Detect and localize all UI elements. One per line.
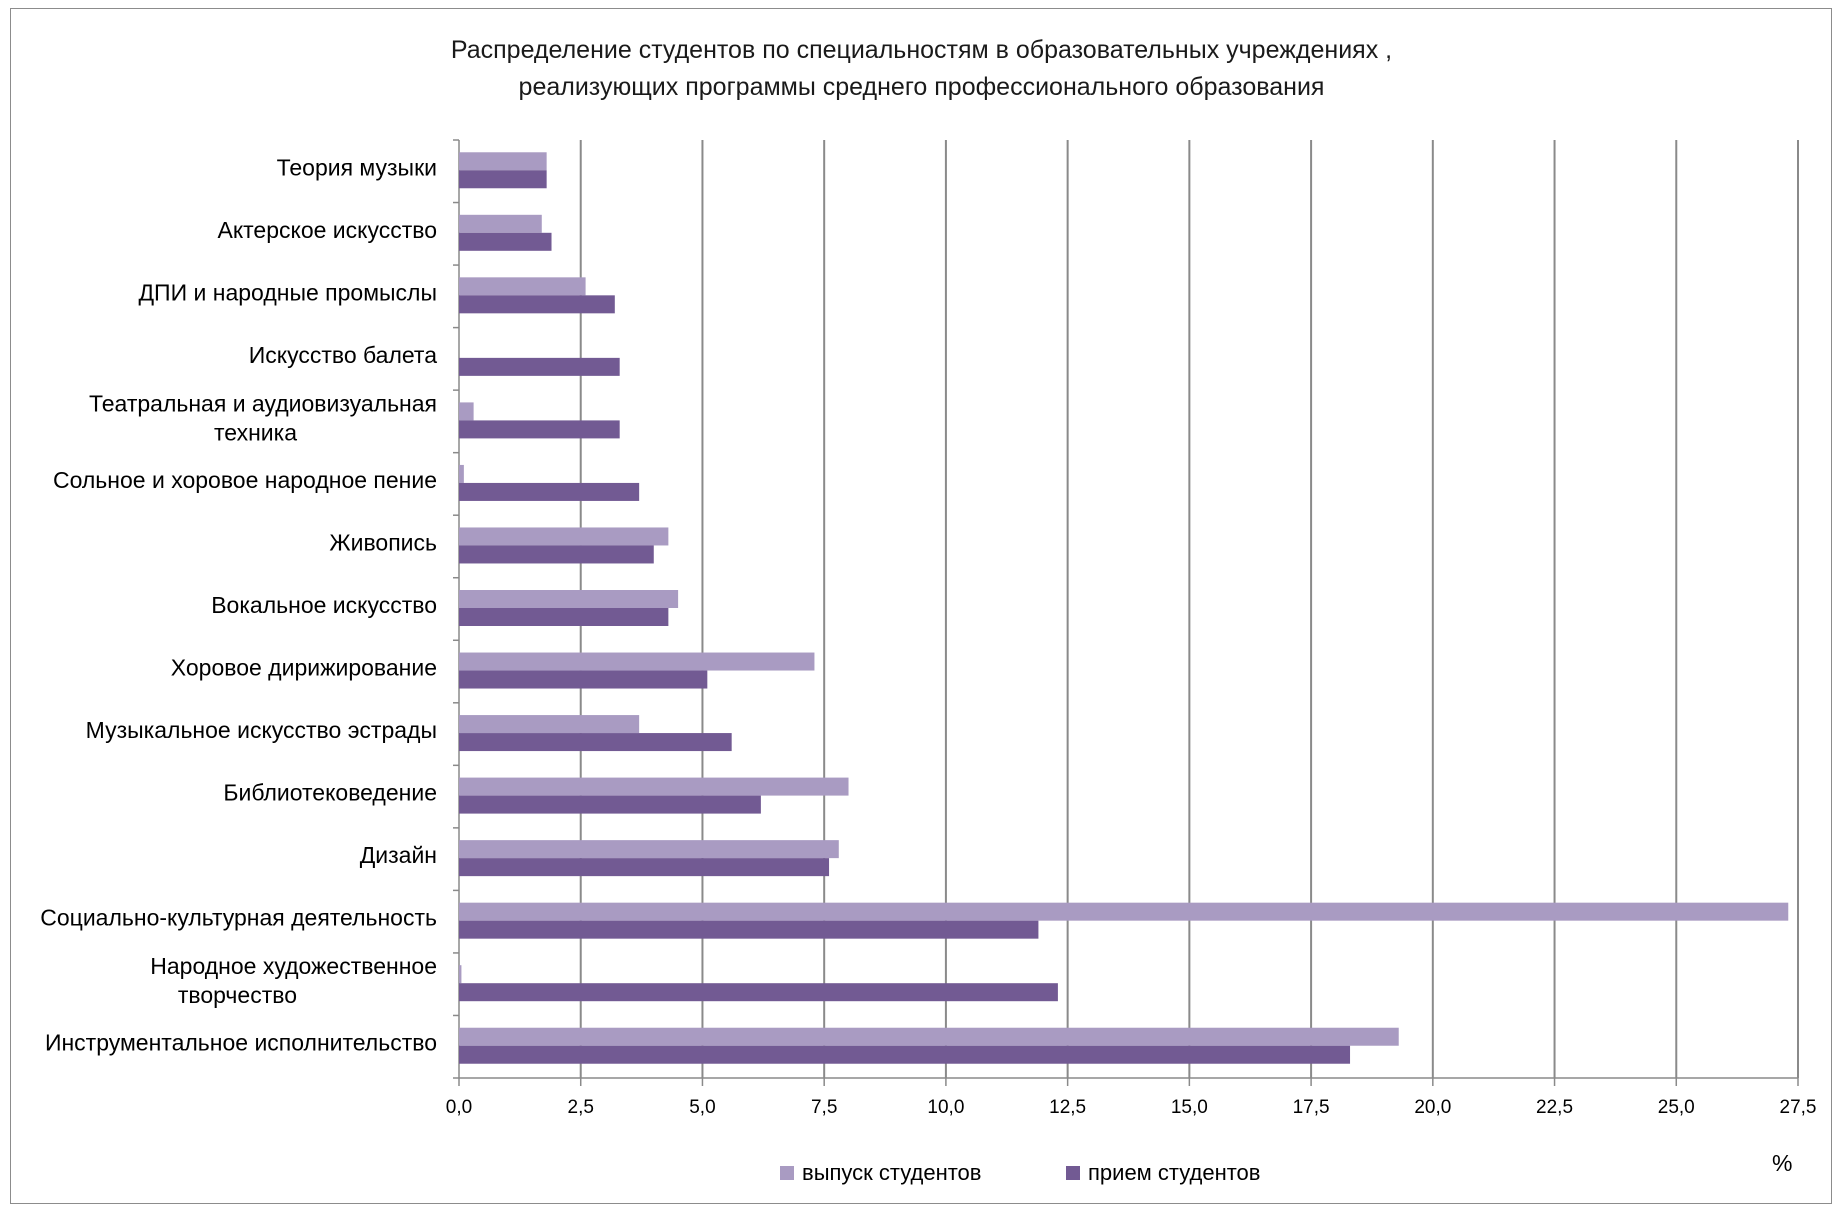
x-tick-label: 2,5	[568, 1097, 594, 1118]
x-tick-label: 12,5	[1049, 1097, 1086, 1118]
category-label: Искусство балета	[249, 342, 437, 368]
x-tick-label: 0,0	[446, 1097, 472, 1118]
chart-title-line-1: Распределение студентов по специальностя…	[450, 36, 1393, 64]
x-tick-label: 20,0	[1414, 1097, 1451, 1118]
x-tick-label: 7,5	[811, 1097, 837, 1118]
category-label: Живопись	[329, 529, 437, 555]
x-tick-label: 15,0	[1171, 1097, 1208, 1118]
category-label: ДПИ и народные промыслы	[138, 279, 437, 305]
bar-release	[459, 402, 474, 421]
category-label: Вокальное искусство	[211, 592, 437, 618]
x-tick-label: 10,0	[927, 1097, 964, 1118]
legend-item-admission: прием студентов	[1066, 1160, 1260, 1186]
category-label: Дизайн	[360, 842, 437, 868]
category-label: Народное художественное	[150, 953, 437, 979]
bar-release	[459, 464, 464, 483]
bar-admission	[459, 545, 654, 564]
category-label: Инструментальное исполнительство	[45, 1030, 437, 1056]
x-axis-unit: %	[1772, 1150, 1793, 1176]
chart-frame	[10, 8, 1832, 1204]
bar-admission	[459, 733, 732, 752]
bar-release	[459, 965, 462, 984]
category-label: Актерское искусство	[217, 217, 437, 243]
legend-item-release: выпуск студентов	[780, 1160, 981, 1186]
bar-admission	[459, 1045, 1351, 1064]
bar-release	[459, 152, 547, 171]
category-label: Театральная и аудиовизуальная	[89, 390, 437, 416]
chart-title-line-2: реализующих программы среднего профессио…	[518, 73, 1325, 101]
bar-admission	[459, 920, 1039, 939]
bar-release	[459, 652, 815, 671]
bar-release	[459, 277, 586, 296]
bar-admission	[459, 482, 640, 501]
category-label: Библиотековедение	[223, 780, 437, 806]
category-label: Хоровое дирижирование	[171, 655, 437, 681]
bar-release	[459, 902, 1789, 921]
category-label: Музыкальное искусство эстрады	[86, 717, 437, 743]
legend-swatch-release	[780, 1166, 794, 1180]
bar-release	[459, 590, 679, 608]
bar-admission	[459, 232, 552, 251]
bar-release	[459, 214, 542, 233]
bar-admission	[459, 608, 669, 626]
x-tick-label: 5,0	[689, 1097, 715, 1118]
bar-admission	[459, 670, 708, 689]
bar-admission	[459, 295, 615, 314]
bar-admission	[459, 858, 830, 877]
x-tick-label: 27,5	[1780, 1097, 1817, 1118]
legend-label-release: выпуск студентов	[802, 1160, 982, 1185]
category-label: Теория музыки	[277, 154, 437, 180]
x-tick-label: 17,5	[1293, 1097, 1330, 1118]
bar-admission	[459, 420, 620, 439]
chart-title: Распределение студентов по специальностя…	[0, 32, 1843, 106]
bar-admission	[459, 170, 547, 189]
category-label-line-2: техника	[214, 419, 297, 445]
x-tick-label: 22,5	[1536, 1097, 1573, 1118]
legend-label-admission: прием студентов	[1088, 1160, 1261, 1185]
bar-admission	[459, 357, 620, 376]
bar-release	[459, 840, 839, 859]
bar-release	[459, 1027, 1399, 1046]
bar-release	[459, 527, 669, 546]
category-label: Сольное и хоровое народное пение	[53, 467, 437, 493]
bar-admission	[459, 795, 761, 814]
legend-swatch-admission	[1066, 1166, 1080, 1180]
bar-release	[459, 715, 640, 734]
category-label-line-2: творчество	[178, 982, 297, 1008]
bar-release	[459, 777, 849, 796]
category-label: Социально-культурная деятельность	[40, 905, 437, 931]
bar-admission	[459, 983, 1058, 1002]
x-tick-label: 25,0	[1658, 1097, 1695, 1118]
